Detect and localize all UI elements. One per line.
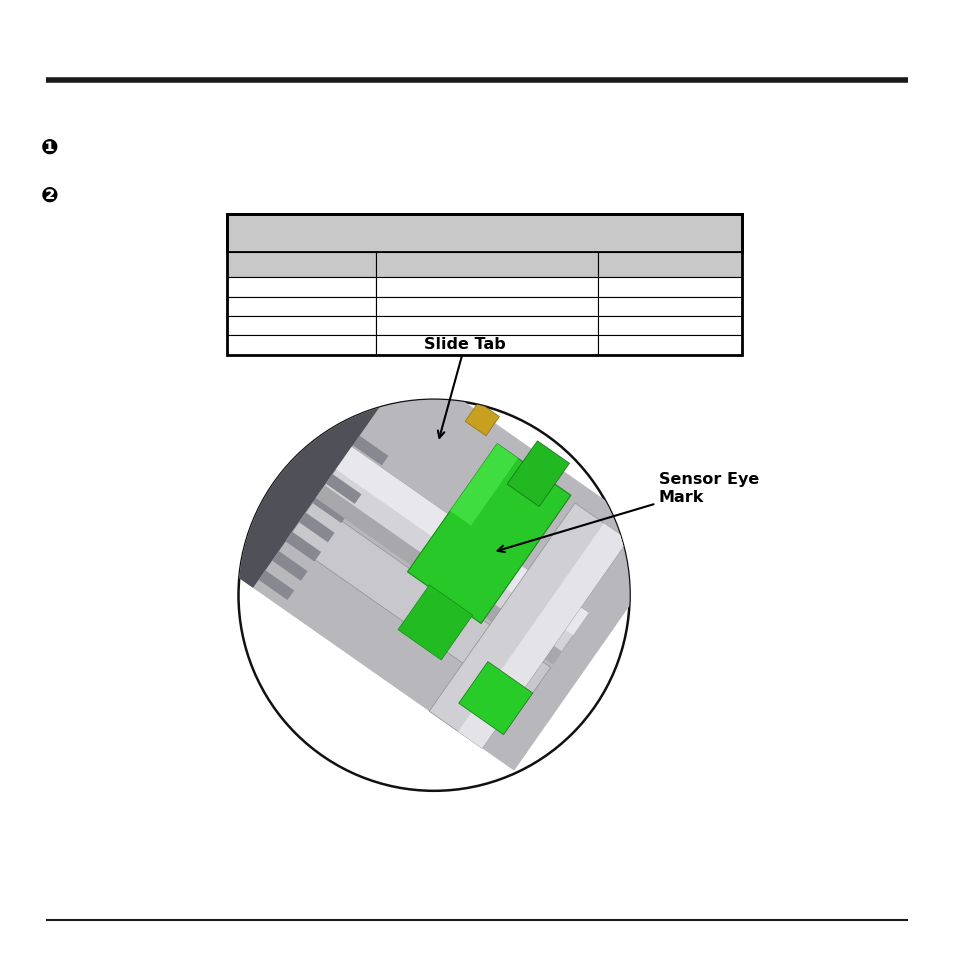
Polygon shape xyxy=(339,456,375,485)
Polygon shape xyxy=(465,402,499,436)
Polygon shape xyxy=(315,447,588,664)
Text: ❶: ❶ xyxy=(41,138,58,157)
Text: Sensor Eye
Mark: Sensor Eye Mark xyxy=(497,472,759,553)
Polygon shape xyxy=(507,441,569,507)
Circle shape xyxy=(238,400,629,791)
Polygon shape xyxy=(285,532,321,562)
Bar xyxy=(598,336,741,355)
Bar xyxy=(376,278,598,297)
Polygon shape xyxy=(450,444,517,526)
Polygon shape xyxy=(201,329,671,771)
Polygon shape xyxy=(287,502,550,706)
Bar xyxy=(227,316,376,336)
Bar xyxy=(598,253,741,278)
Polygon shape xyxy=(335,447,588,636)
Bar xyxy=(376,336,598,355)
Bar xyxy=(376,253,598,278)
Polygon shape xyxy=(272,552,307,581)
Bar xyxy=(227,214,741,355)
Polygon shape xyxy=(429,503,627,748)
Bar xyxy=(227,336,376,355)
Text: ❷: ❷ xyxy=(41,186,58,205)
Bar xyxy=(376,316,598,336)
Polygon shape xyxy=(258,571,294,600)
Bar xyxy=(598,297,741,316)
Bar xyxy=(227,297,376,316)
Polygon shape xyxy=(397,585,472,660)
Polygon shape xyxy=(315,486,561,664)
Polygon shape xyxy=(457,523,627,748)
Bar xyxy=(227,253,376,278)
Bar xyxy=(598,278,741,297)
Polygon shape xyxy=(458,662,532,735)
Bar xyxy=(598,316,741,336)
Bar xyxy=(227,278,376,297)
Polygon shape xyxy=(407,444,570,624)
Bar xyxy=(376,297,598,316)
Polygon shape xyxy=(326,475,361,504)
Bar xyxy=(227,214,741,253)
Polygon shape xyxy=(353,436,388,466)
Polygon shape xyxy=(313,494,348,523)
Text: Slide Tab: Slide Tab xyxy=(424,336,506,438)
Polygon shape xyxy=(201,329,410,588)
Polygon shape xyxy=(298,513,335,543)
